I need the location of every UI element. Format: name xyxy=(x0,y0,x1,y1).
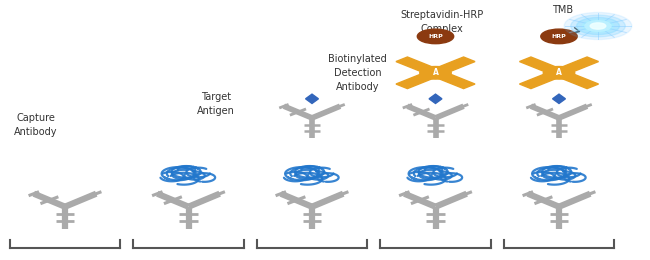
Circle shape xyxy=(541,29,577,44)
Circle shape xyxy=(543,67,575,79)
Circle shape xyxy=(577,17,619,35)
Text: A: A xyxy=(432,68,439,77)
Text: HRP: HRP xyxy=(552,34,566,39)
Polygon shape xyxy=(396,57,475,89)
Polygon shape xyxy=(429,94,442,103)
Circle shape xyxy=(571,15,625,37)
Text: Capture
Antibody: Capture Antibody xyxy=(14,113,57,137)
Polygon shape xyxy=(519,57,599,89)
Circle shape xyxy=(590,23,606,29)
Circle shape xyxy=(585,21,611,31)
Text: HRP: HRP xyxy=(428,34,443,39)
Polygon shape xyxy=(552,94,566,103)
Text: TMB: TMB xyxy=(552,5,573,15)
Polygon shape xyxy=(519,57,599,89)
Text: Target
Antigen: Target Antigen xyxy=(197,92,235,116)
Polygon shape xyxy=(306,94,318,103)
Circle shape xyxy=(582,20,614,32)
Circle shape xyxy=(420,67,451,79)
Text: A: A xyxy=(556,68,562,77)
Circle shape xyxy=(564,12,632,40)
Circle shape xyxy=(417,29,454,44)
Text: Biotinylated
Detection
Antibody: Biotinylated Detection Antibody xyxy=(328,54,387,92)
Polygon shape xyxy=(396,57,475,89)
Text: Streptavidin-HRP
Complex: Streptavidin-HRP Complex xyxy=(400,10,484,34)
